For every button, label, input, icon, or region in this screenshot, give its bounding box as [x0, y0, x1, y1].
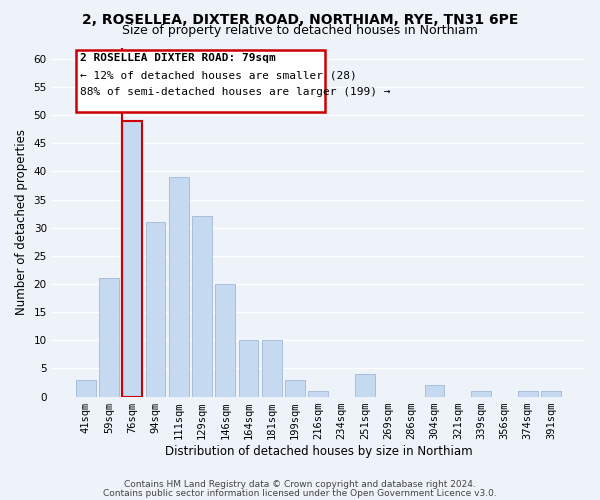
- Bar: [308, 391, 328, 396]
- Bar: [146, 222, 166, 396]
- Bar: [471, 391, 491, 396]
- Bar: [192, 216, 212, 396]
- Text: Contains public sector information licensed under the Open Government Licence v3: Contains public sector information licen…: [103, 488, 497, 498]
- FancyBboxPatch shape: [76, 50, 325, 112]
- Bar: [169, 177, 188, 396]
- Bar: [541, 391, 561, 396]
- Y-axis label: Number of detached properties: Number of detached properties: [15, 129, 28, 315]
- Text: Size of property relative to detached houses in Northiam: Size of property relative to detached ho…: [122, 24, 478, 37]
- Bar: [99, 278, 119, 396]
- Bar: [355, 374, 375, 396]
- X-axis label: Distribution of detached houses by size in Northiam: Distribution of detached houses by size …: [164, 444, 472, 458]
- Bar: [239, 340, 259, 396]
- Bar: [122, 120, 142, 396]
- Text: Contains HM Land Registry data © Crown copyright and database right 2024.: Contains HM Land Registry data © Crown c…: [124, 480, 476, 489]
- Bar: [215, 284, 235, 397]
- Bar: [285, 380, 305, 396]
- Bar: [76, 380, 95, 396]
- Text: 88% of semi-detached houses are larger (199) →: 88% of semi-detached houses are larger (…: [80, 87, 391, 97]
- Text: 2, ROSELLEA, DIXTER ROAD, NORTHIAM, RYE, TN31 6PE: 2, ROSELLEA, DIXTER ROAD, NORTHIAM, RYE,…: [82, 12, 518, 26]
- Bar: [518, 391, 538, 396]
- Text: ← 12% of detached houses are smaller (28): ← 12% of detached houses are smaller (28…: [80, 70, 357, 80]
- Bar: [262, 340, 282, 396]
- Bar: [425, 386, 445, 396]
- Text: 2 ROSELLEA DIXTER ROAD: 79sqm: 2 ROSELLEA DIXTER ROAD: 79sqm: [80, 53, 276, 63]
